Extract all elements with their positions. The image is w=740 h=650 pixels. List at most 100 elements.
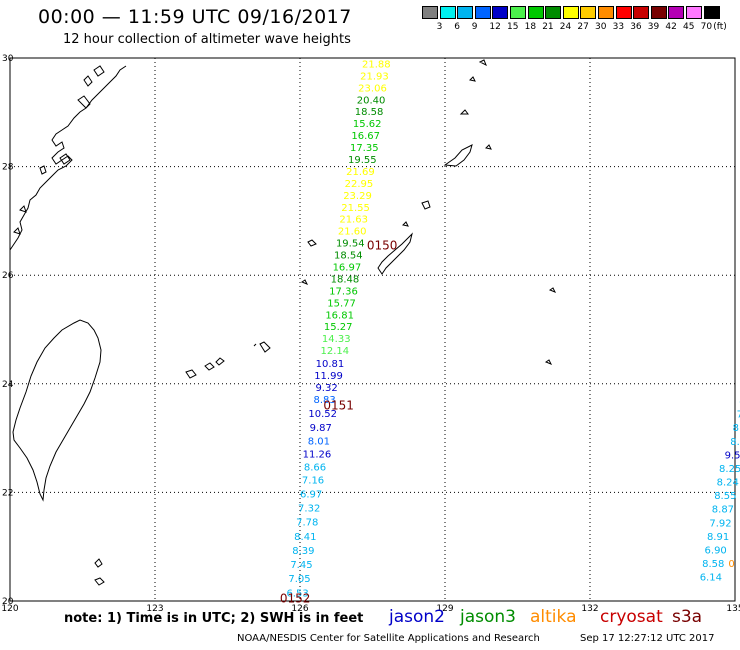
wave-height-value: 6.90 [705,545,727,556]
wave-height-value: 10.52 [308,409,337,420]
scale-swatch [686,6,702,19]
scale-swatch [650,6,667,19]
wave-height-value: 8.66 [304,462,326,473]
wave-height-value: 7.32 [298,504,320,515]
lon-tick-label: 120 [1,604,18,614]
wave-height-value: 21.93 [360,71,389,82]
wave-height-value: 15.77 [327,298,356,309]
lat-tick-label: 28 [2,163,14,173]
scale-swatch [580,6,597,19]
coastlines [9,59,557,586]
wave-height-value: 8. [733,423,740,434]
wave-height-value: 18.48 [331,274,360,285]
scale-tick-label: 27 [577,22,589,32]
scale-swatch [474,6,491,19]
wave-height-value: 9.32 [315,383,337,394]
mission-legend-jason2: jason2 [389,607,445,627]
wave-height-value: 17.35 [350,143,379,154]
scale-swatch [668,6,685,19]
mission-legend-cryosat: cryosat [600,607,663,627]
wave-height-value: 18.58 [355,107,384,118]
scale-swatch [633,6,650,19]
pass-time-labels: 0150 0151 0152 [280,238,398,605]
scale-swatch [527,6,544,19]
wave-height-value: 23.29 [343,191,372,202]
lat-tick-label: 30 [2,54,14,64]
wave-height-value: 16.81 [325,310,354,321]
pass-time-label: 0151 [323,399,354,413]
wave-height-value: 19.55 [348,155,377,166]
page-subtitle: 12 hour collection of altimeter wave hei… [63,32,351,47]
scale-swatch [615,6,632,19]
wave-height-value: 6.97 [300,489,322,500]
lon-tick-label: 126 [291,604,308,614]
wave-height-value: 17.36 [329,286,358,297]
wave-height-value: 7 [737,410,740,421]
scale-swatch [703,6,720,19]
mission-legend-jason3: jason3 [460,607,516,627]
scale-unit: (ft) [713,22,727,32]
wave-height-value: 8.58 [702,559,724,570]
scale-tick-label: 18 [524,22,537,32]
wave-height-value: 7.05 [288,574,310,585]
lon-tick-label: 129 [436,604,453,614]
wave-height-value: 21.69 [346,167,375,178]
scale-tick-label: 42 [665,22,677,32]
wave-height-value: 8.41 [294,532,316,543]
altimeter-tracks: 21.8821.9323.0620.4018.5815.6216.6717.35… [286,59,740,599]
generation-timestamp: Sep 17 12:27:12 UTC 2017 [580,633,715,644]
wave-height-value: 11.26 [303,449,332,460]
ryukyu-islands [94,59,557,586]
mission-legend-s3a: s3a [672,607,703,627]
wave-height-value: 23.06 [358,83,387,94]
wave-height-value: 8.87 [712,505,734,516]
footnote: note: 1) Time is in UTC; 2) SWH is in fe… [64,611,364,626]
lat-tick-label: 22 [2,488,13,498]
wave-height-value: 12.14 [320,346,349,357]
wave-height-value: 0 [728,559,734,570]
pass-time-label: 0152 [280,591,311,605]
wave-height-value: 8. [730,437,740,448]
wave-height-value: 8.01 [308,436,330,447]
pass-time-label: 0150 [367,238,398,252]
scale-swatch [439,6,456,19]
wave-height-value: 21.55 [341,203,370,214]
wave-height-value: 9.5 [725,450,740,461]
kyushu-islands [9,65,127,251]
wave-height-value: 16.97 [333,263,362,274]
wave-height-value: 8.25 [719,464,740,475]
lat-tick-label: 26 [2,271,14,281]
wave-height-value: 19.54 [336,239,365,250]
scale-tick-label: 15 [507,22,519,32]
scale-swatch [598,6,614,19]
lon-tick-label: 135 [726,604,740,614]
wave-height-value: 8.55 [714,491,736,502]
wave-height-value: 14.33 [322,334,351,345]
scale-swatch [492,6,509,19]
scale-tick-label: 6 [454,22,460,32]
lat-tick-label: 20 [2,597,14,607]
scale-tick-label: 9 [471,22,478,32]
wave-height-value: 6.14 [700,573,722,584]
scale-swatch [422,6,438,19]
scale-swatch [545,6,562,19]
lat-lon-grid [9,57,736,602]
scale-tick-label: 45 [683,22,695,32]
credit-line: NOAA/NESDIS Center for Satellite Applica… [237,633,540,644]
lon-tick-label: 123 [146,604,163,614]
wave-height-value: 7.92 [709,518,731,529]
taiwan-coastline [12,319,102,502]
scale-tick-label: 24 [559,22,572,32]
wave-height-value: 15.62 [353,119,382,130]
mission-legend-altika: altika [530,607,577,627]
scale-tick-label: 70 [700,22,713,32]
wave-height-value: 7.16 [302,475,324,486]
scale-tick-label: 30 [595,22,607,32]
wave-height-value: 10.81 [316,359,345,370]
scale-swatch [562,6,579,19]
scale-swatch [457,6,474,19]
page-title: 00:00 — 11:59 UTC 09/16/2017 [38,6,352,28]
wave-height-value: 21.60 [338,227,367,238]
